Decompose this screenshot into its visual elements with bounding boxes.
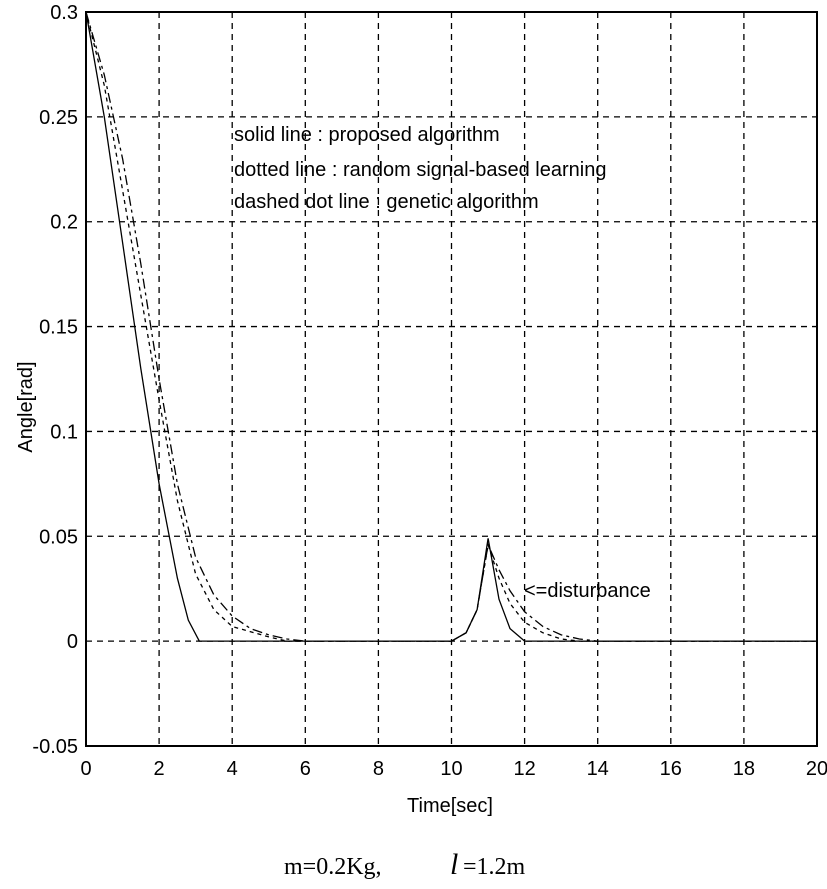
x-tick-label: 18 bbox=[733, 758, 755, 780]
x-tick-label: 14 bbox=[587, 758, 609, 780]
plot-frame bbox=[85, 11, 818, 747]
legend-line-1: solid line : proposed algorithm bbox=[234, 124, 500, 146]
caption-length: =1.2m bbox=[463, 854, 526, 880]
y-tick-label: -0.05 bbox=[32, 736, 78, 758]
y-tick-label: 0 bbox=[67, 631, 78, 653]
legend-line-2: dotted line : random signal-based learni… bbox=[234, 159, 606, 181]
caption-length-symbol: l bbox=[450, 848, 458, 881]
y-tick-label: 0.05 bbox=[39, 526, 78, 548]
y-tick-label: 0.25 bbox=[39, 107, 78, 129]
y-tick-label: 0.2 bbox=[50, 212, 78, 234]
x-tick-label: 12 bbox=[513, 758, 535, 780]
x-tick-label: 4 bbox=[227, 758, 238, 780]
series-layer bbox=[85, 11, 817, 642]
caption: m=0.2Kg, l =1.2m bbox=[284, 848, 526, 881]
series-line-dotted bbox=[85, 11, 817, 642]
y-tick-label: 0.15 bbox=[39, 317, 78, 339]
caption-mass: m=0.2Kg, bbox=[284, 854, 382, 880]
legend: solid line : proposed algorithm dotted l… bbox=[234, 124, 606, 213]
x-tick-label: 10 bbox=[440, 758, 462, 780]
x-tick-label: 2 bbox=[154, 758, 165, 780]
x-tick-label: 0 bbox=[80, 758, 91, 780]
x-tick-label: 8 bbox=[373, 758, 384, 780]
y-tick-label: 0.1 bbox=[50, 421, 78, 443]
series-line-dashdot bbox=[85, 11, 817, 642]
grid bbox=[86, 12, 817, 746]
x-tick-label: 16 bbox=[660, 758, 682, 780]
y-axis-title: Angle[rad] bbox=[15, 361, 37, 452]
y-tick-label: 0.3 bbox=[50, 2, 78, 24]
x-axis-title: Time[sec] bbox=[407, 795, 493, 817]
tick-labels: 0 2 4 6 8 10 12 14 16 18 20-0.0500.050.10.150.20.2… bbox=[32, 2, 827, 780]
x-tick-label: 20 bbox=[806, 758, 827, 780]
legend-line-3: dashed dot line : genetic algorithm bbox=[234, 191, 539, 213]
x-tick-label: 6 bbox=[300, 758, 311, 780]
disturbance-annotation: <=disturbance bbox=[524, 580, 651, 602]
